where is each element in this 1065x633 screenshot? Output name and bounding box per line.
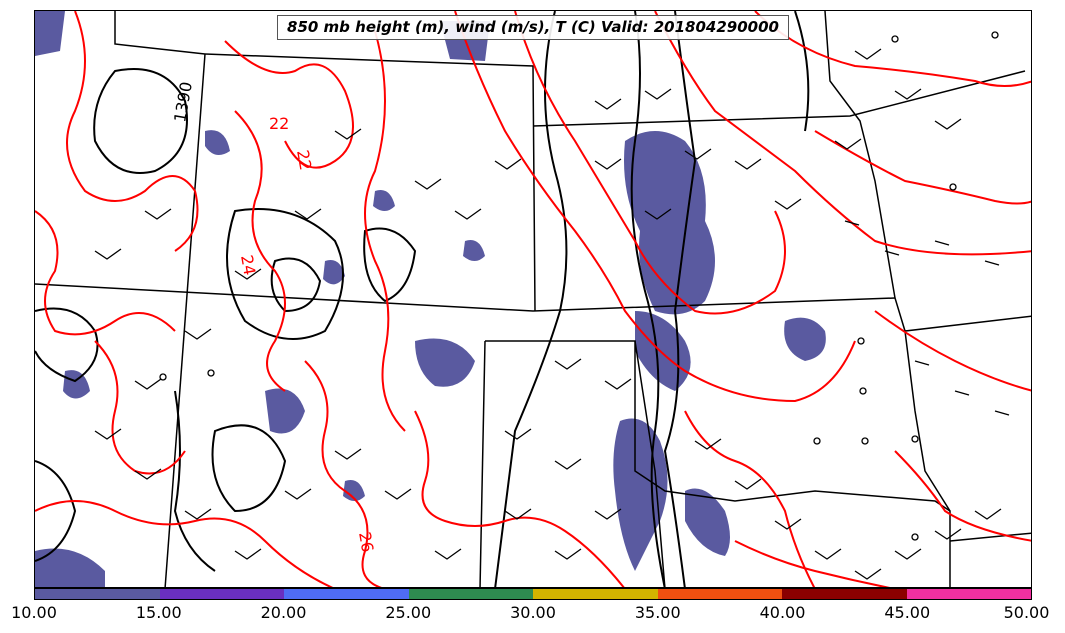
temp-label-22b: 22 [293,148,315,171]
colorbar-tick-label: 10.00 [11,603,57,622]
state-borders [35,11,1031,587]
height-contours [35,11,810,587]
colorbar-tick-label: 15.00 [135,603,182,622]
temp-label-24: 24 [237,253,259,276]
colorbar-segment [782,589,907,599]
colorbar-segment [657,589,782,599]
colorbar-tick-label: 45.00 [884,603,931,622]
colorbar-segment [284,589,409,599]
colorbar-tick-label: 35.00 [634,603,681,622]
colorbar [34,588,1032,600]
calm-wind-circles [159,31,999,541]
map-canvas: 1390 22 22 24 26 [35,11,1031,587]
colorbar-segment [906,589,1031,599]
colorbar-tick-label: 40.00 [759,603,806,622]
colorbar-tick-label: 25.00 [385,603,432,622]
temperature-contours [35,11,1031,587]
colorbar-segment [533,589,658,599]
colorbar-tick-label: 20.00 [260,603,307,622]
colorbar-tick-label: 50.00 [1003,603,1050,622]
wind-speed-shading [35,11,826,587]
colorbar-segment [159,589,284,599]
height-label-1390: 1390 [170,80,196,123]
map-panel: 1390 22 22 24 26 [34,10,1032,588]
map-title: 850 mb height (m), wind (m/s), T (C) Val… [277,15,789,40]
colorbar-segment [35,589,160,599]
wind-barbs [94,48,1010,580]
temp-label-22a: 22 [269,114,289,133]
temp-label-26: 26 [355,530,377,553]
colorbar-segment [408,589,533,599]
colorbar-tick-label: 30.00 [510,603,556,622]
